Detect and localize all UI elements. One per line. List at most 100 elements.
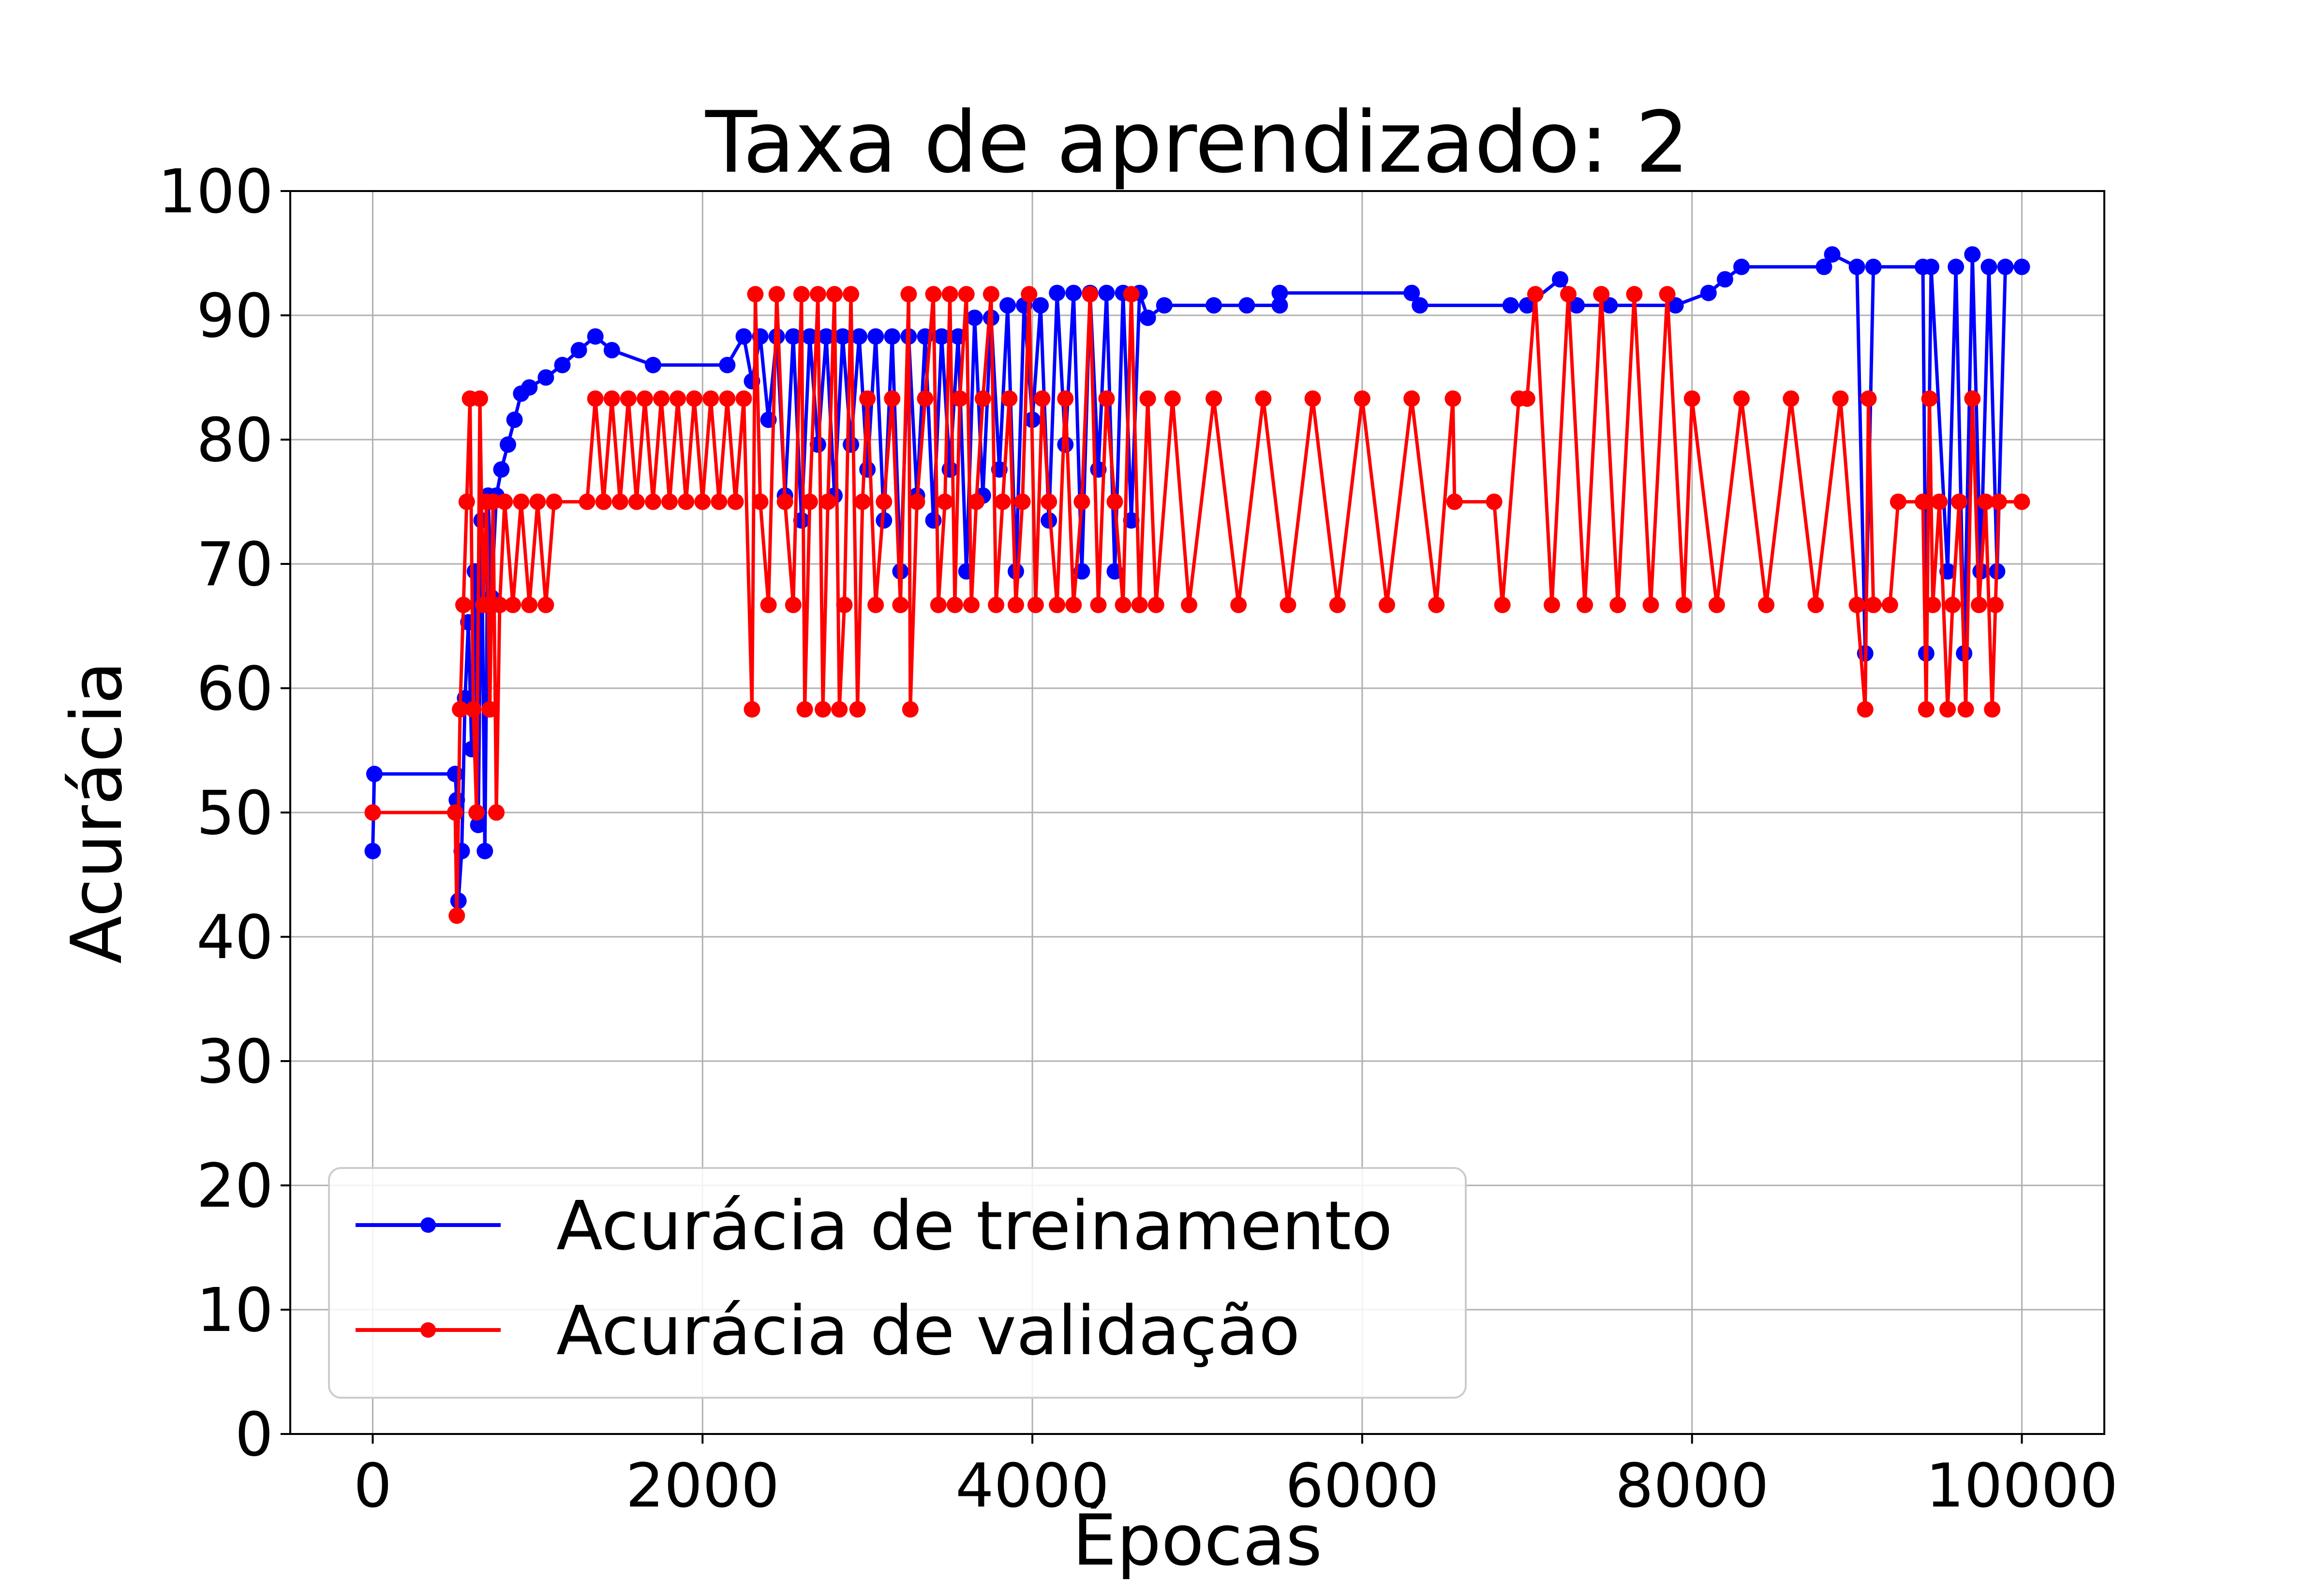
data-point <box>1626 286 1643 303</box>
data-point <box>735 328 752 345</box>
y-tick-label: 80 <box>196 405 273 475</box>
data-point <box>1944 596 1961 613</box>
data-point <box>1230 596 1247 613</box>
data-point <box>1206 297 1222 314</box>
data-point <box>1139 390 1156 407</box>
data-point <box>768 286 785 303</box>
data-point <box>1824 246 1841 263</box>
data-point <box>1609 596 1626 613</box>
data-point <box>645 356 661 373</box>
data-point <box>1518 390 1535 407</box>
y-tick-label: 60 <box>196 654 273 724</box>
data-point <box>1444 390 1461 407</box>
data-point <box>475 596 491 613</box>
data-point <box>1560 286 1577 303</box>
data-point <box>455 596 472 613</box>
data-point <box>982 286 999 303</box>
data-point <box>1014 493 1031 510</box>
x-tick-label: 10000 <box>1926 1451 2118 1521</box>
data-point <box>506 411 523 428</box>
data-point <box>892 596 909 613</box>
data-point <box>1860 390 1877 407</box>
data-point <box>493 461 510 478</box>
data-point <box>1027 596 1044 613</box>
y-axis-title: Acurácia <box>56 661 138 964</box>
data-point <box>809 286 826 303</box>
data-point <box>670 390 686 407</box>
x-tick-label: 4000 <box>955 1451 1109 1521</box>
data-point <box>1939 701 1956 718</box>
data-point <box>849 701 866 718</box>
y-tick-label: 30 <box>196 1027 273 1097</box>
data-point <box>933 328 950 345</box>
data-point <box>1987 596 2004 613</box>
data-point <box>1001 390 1018 407</box>
data-point <box>876 493 893 510</box>
data-point <box>958 286 975 303</box>
data-point <box>620 390 637 407</box>
data-point <box>1502 297 1519 314</box>
data-point <box>366 766 383 783</box>
data-point <box>1544 596 1560 613</box>
data-point <box>1206 390 1222 407</box>
data-point <box>1073 493 1090 510</box>
data-point <box>466 563 483 580</box>
data-point <box>859 390 876 407</box>
data-point <box>1065 596 1082 613</box>
data-point <box>458 493 475 510</box>
data-point <box>834 328 851 345</box>
data-point <box>1700 284 1717 301</box>
data-point <box>843 436 860 453</box>
data-point <box>1708 596 1725 613</box>
data-point <box>900 286 917 303</box>
data-point <box>867 596 884 613</box>
data-point <box>851 328 868 345</box>
data-point <box>653 390 670 407</box>
data-point <box>485 493 502 510</box>
data-point <box>744 701 760 718</box>
data-point <box>1428 596 1445 613</box>
legend-label-validation: Acurácia de validação <box>556 1292 1300 1371</box>
y-tick-label: 0 <box>235 1400 273 1470</box>
data-point <box>801 493 818 510</box>
data-point <box>884 328 901 345</box>
data-point <box>760 596 777 613</box>
data-point <box>465 701 482 718</box>
data-point <box>1924 596 1941 613</box>
data-point <box>1115 596 1131 613</box>
data-point <box>719 390 736 407</box>
data-point <box>587 390 604 407</box>
data-point <box>1848 596 1865 613</box>
data-point <box>1032 297 1049 314</box>
y-tick-label: 40 <box>196 902 273 973</box>
data-point <box>1090 596 1107 613</box>
data-point <box>1271 284 1288 301</box>
axis-ticks: 0 2000 4000 6000 8000 10000 0 10 20 30 40 50 60 70 80 9… <box>158 157 2118 1521</box>
data-point <box>752 493 769 510</box>
data-point <box>1881 596 1898 613</box>
data-point <box>661 493 678 510</box>
data-point <box>917 390 934 407</box>
data-point <box>815 701 832 718</box>
data-point <box>579 493 595 510</box>
data-point <box>2013 258 2030 275</box>
data-point <box>1098 390 1115 407</box>
data-point <box>1931 493 1948 510</box>
data-point <box>843 286 860 303</box>
data-point <box>645 493 661 510</box>
data-point <box>1997 258 2014 275</box>
data-point <box>702 390 719 407</box>
data-point <box>1354 390 1370 407</box>
data-point <box>1816 258 1832 275</box>
data-point <box>1123 512 1140 529</box>
data-point <box>1951 493 1967 510</box>
data-point <box>793 512 810 529</box>
legend-label-training: Acurácia de treinamento <box>556 1187 1393 1266</box>
data-point <box>994 493 1011 510</box>
data-point <box>476 842 493 859</box>
data-point <box>603 390 620 407</box>
data-point <box>529 493 546 510</box>
data-point <box>1918 701 1935 718</box>
y-tick-label: 20 <box>196 1151 273 1221</box>
